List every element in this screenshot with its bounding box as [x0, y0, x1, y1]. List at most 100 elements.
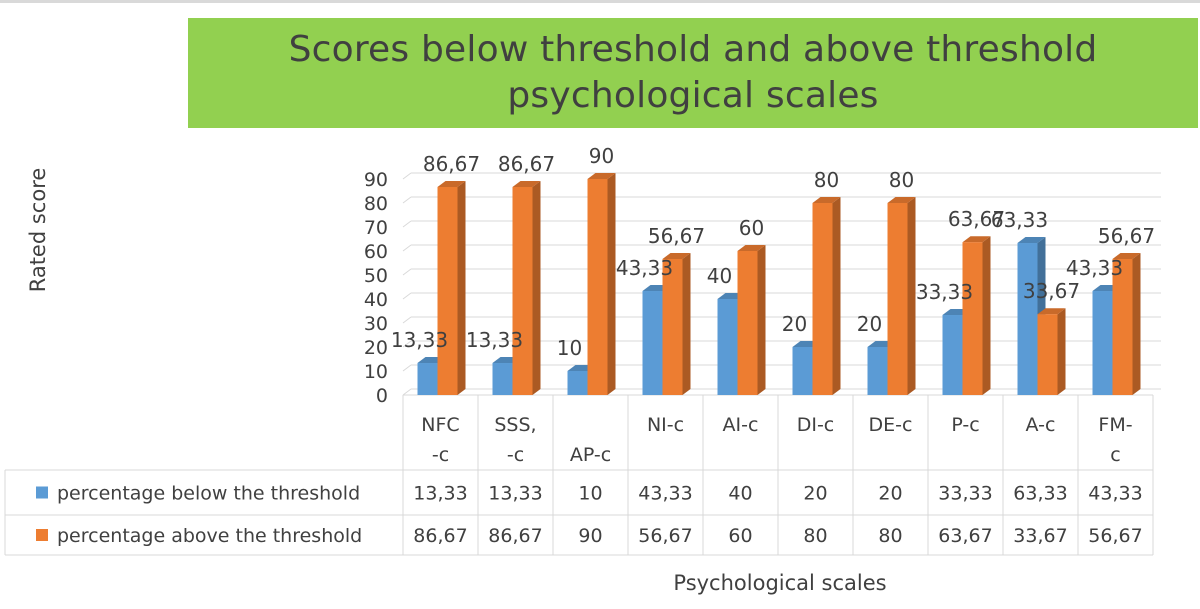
- bar-top: [887, 197, 916, 203]
- y-tick-label: 50: [364, 265, 388, 287]
- bar: [867, 347, 888, 395]
- bar-side: [457, 180, 466, 395]
- table-cell: 56,67: [638, 525, 692, 547]
- table-cell: 80: [878, 525, 902, 547]
- category-label: SSS,: [494, 414, 536, 436]
- bar: [1037, 314, 1058, 395]
- data-label: 86,67: [498, 152, 555, 176]
- bar-top: [1112, 252, 1141, 259]
- data-label: 56,67: [648, 224, 705, 248]
- bar: [642, 291, 663, 395]
- data-label: 10: [557, 336, 582, 360]
- table-cell: 33,67: [1013, 525, 1067, 547]
- y-tick-label: 70: [364, 217, 388, 239]
- y-tick-label: 10: [364, 361, 388, 383]
- data-label: 33,33: [916, 280, 973, 304]
- table-cell: 20: [803, 483, 827, 505]
- x-axis-label: Psychological scales: [673, 571, 887, 595]
- bar-top: [812, 197, 841, 203]
- y-tick-label: 20: [364, 337, 388, 359]
- bar-side: [982, 236, 991, 395]
- table-cell: 33,33: [938, 483, 992, 505]
- category-label: A-c: [1026, 414, 1056, 436]
- category-label: AP-c: [570, 444, 611, 466]
- table-cell: 86,67: [413, 525, 467, 547]
- y-tick-label: 80: [364, 193, 388, 215]
- table-cell: 90: [578, 525, 602, 547]
- data-label: 20: [857, 312, 882, 336]
- category-label: AI-c: [723, 414, 759, 436]
- data-label: 13,33: [391, 328, 448, 352]
- table-cell: 80: [803, 525, 827, 547]
- table-cell: 86,67: [488, 525, 542, 547]
- bar: [962, 242, 983, 395]
- table-cell: 10: [578, 483, 602, 505]
- bar-side: [832, 197, 841, 395]
- gridline-side: [402, 388, 412, 396]
- gridline-side: [402, 172, 412, 180]
- gridline-side: [402, 244, 412, 252]
- bar: [567, 371, 588, 395]
- bar-group: [417, 173, 1141, 395]
- bar-top: [662, 252, 691, 259]
- table-cell: 43,33: [1088, 483, 1142, 505]
- category-label: NI-c: [647, 414, 684, 436]
- gridline-side: [402, 268, 412, 276]
- bar: [512, 186, 533, 395]
- data-label: 43,33: [1066, 256, 1123, 280]
- bar-side: [607, 173, 616, 395]
- bar-side: [757, 245, 766, 395]
- y-tick-label: 90: [364, 169, 388, 191]
- bar-top: [512, 180, 541, 187]
- category-label: -c: [507, 444, 524, 466]
- table-cell: 13,33: [413, 483, 467, 505]
- table-cell: 63,33: [1013, 483, 1067, 505]
- data-label: 80: [889, 168, 914, 192]
- bar-side: [907, 197, 916, 395]
- data-label: 13,33: [466, 328, 523, 352]
- gridline-side: [402, 220, 412, 228]
- category-label: -c: [432, 444, 449, 466]
- bar: [437, 186, 458, 395]
- data-label: 33,67: [1023, 279, 1080, 303]
- bar: [492, 363, 513, 395]
- table-cell: 63,67: [938, 525, 992, 547]
- bar: [737, 251, 758, 395]
- bar-top: [737, 245, 766, 251]
- bar: [417, 363, 438, 395]
- data-table-lines: [4, 395, 1154, 556]
- category-label: P-c: [951, 414, 979, 436]
- data-label: 80: [814, 168, 839, 192]
- data-label: 86,67: [423, 152, 480, 176]
- y-tick-label: 30: [364, 313, 388, 335]
- gridline-side: [402, 340, 412, 348]
- table-cell: 13,33: [488, 483, 542, 505]
- data-label: 63,67: [948, 207, 1005, 231]
- bar-top: [1017, 237, 1046, 244]
- bar: [792, 347, 813, 395]
- top-border: [0, 0, 1200, 3]
- data-labels: 13,3386,6713,3386,67109043,3356,67406020…: [391, 144, 1155, 360]
- table-cell: 60: [728, 525, 752, 547]
- bar-side: [1132, 252, 1141, 395]
- table-cell: 40: [728, 483, 752, 505]
- legend-swatch: [36, 529, 48, 541]
- bar: [1017, 243, 1038, 395]
- bar: [587, 179, 608, 395]
- bar: [717, 299, 738, 395]
- gridline-side: [402, 196, 412, 204]
- bar-top: [962, 236, 991, 243]
- bar-side: [1057, 308, 1066, 395]
- table-cell: 20: [878, 483, 902, 505]
- data-label: 20: [782, 312, 807, 336]
- data-label: 60: [739, 216, 764, 240]
- category-label: DE-c: [869, 414, 913, 436]
- bar: [942, 315, 963, 395]
- legend-label: percentage above the threshold: [57, 525, 362, 547]
- data-label: 40: [707, 264, 732, 288]
- gridline-side: [402, 364, 412, 372]
- bar: [887, 203, 908, 395]
- chart-title-banner: Scores below threshold and above thresho…: [188, 18, 1198, 128]
- legend-label: percentage below the threshold: [57, 483, 360, 505]
